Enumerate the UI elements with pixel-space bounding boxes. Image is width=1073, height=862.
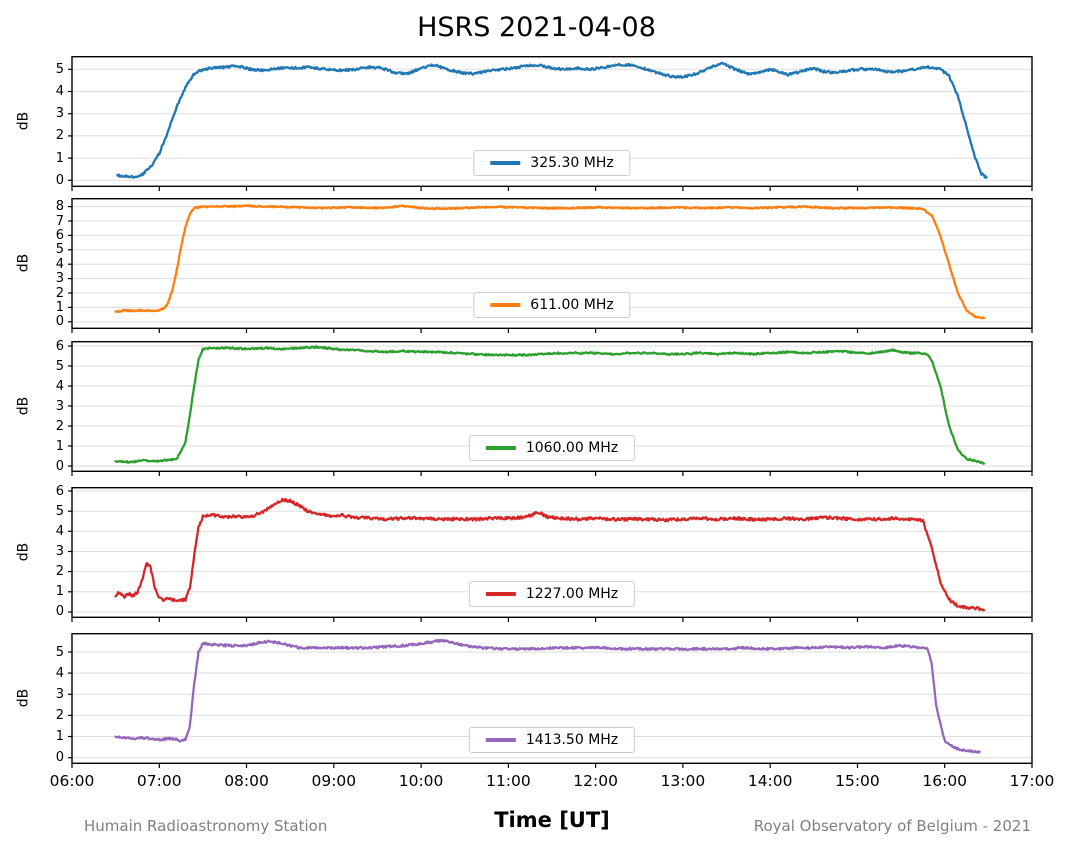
y-tick-label: 1 bbox=[55, 584, 64, 600]
y-tick-label: 3 bbox=[55, 271, 64, 287]
y-axis-label: dB bbox=[15, 253, 32, 272]
subplot-5-plot-area bbox=[68, 632, 1033, 768]
x-tick-label: 07:00 bbox=[136, 772, 182, 790]
x-tick-label: 17:00 bbox=[1009, 772, 1055, 790]
y-tick-label: 6 bbox=[55, 227, 64, 243]
y-axis-label: dB bbox=[15, 542, 32, 561]
y-tick-label: 2 bbox=[55, 128, 64, 144]
y-axis-label: dB bbox=[15, 688, 32, 707]
y-tick-label: 5 bbox=[55, 503, 64, 519]
chart-title: HSRS 2021-04-08 bbox=[417, 12, 656, 43]
legend-box: 611.00 MHz bbox=[473, 292, 631, 318]
legend-label: 611.00 MHz bbox=[530, 297, 614, 313]
y-tick-label: 5 bbox=[55, 61, 64, 77]
series-line-611.00MHz bbox=[114, 204, 986, 320]
subplot-1-plot-area bbox=[68, 55, 1033, 191]
y-tick-label: 3 bbox=[55, 686, 64, 702]
y-tick-label: 2 bbox=[55, 707, 64, 723]
legend-line-swatch bbox=[485, 592, 516, 596]
footer-observatory-credit: Royal Observatory of Belgium - 2021 bbox=[753, 817, 1031, 835]
y-tick-label: 6 bbox=[55, 338, 64, 354]
legend-label: 1413.50 MHz bbox=[525, 732, 619, 748]
y-tick-label: 7 bbox=[55, 213, 64, 229]
subplot-4-plot-area bbox=[68, 486, 1033, 622]
y-tick-label: 0 bbox=[55, 750, 64, 766]
x-tick-label: 08:00 bbox=[224, 772, 269, 790]
legend-line-swatch bbox=[485, 738, 516, 742]
y-tick-label: 2 bbox=[55, 285, 64, 301]
y-tick-label: 4 bbox=[55, 84, 64, 100]
footer-station-name: Humain Radioastronomy Station bbox=[84, 817, 328, 835]
y-tick-label: 0 bbox=[55, 458, 64, 474]
legend-box: 1413.50 MHz bbox=[468, 727, 636, 753]
y-tick-label: 1 bbox=[55, 150, 64, 166]
y-tick-label: 2 bbox=[55, 418, 64, 434]
legend-label: 1060.00 MHz bbox=[525, 440, 619, 456]
y-tick-label: 3 bbox=[55, 398, 64, 414]
x-tick-label: 06:00 bbox=[49, 772, 95, 790]
legend-box: 325.30 MHz bbox=[473, 150, 631, 176]
y-tick-label: 4 bbox=[55, 378, 64, 394]
y-tick-label: 1 bbox=[55, 729, 64, 745]
y-tick-label: 4 bbox=[55, 256, 64, 272]
legend-box: 1227.00 MHz bbox=[468, 581, 636, 607]
y-tick-label: 6 bbox=[55, 483, 64, 499]
y-tick-label: 8 bbox=[55, 199, 64, 215]
y-tick-label: 1 bbox=[55, 438, 64, 454]
series-line-325.30MHz bbox=[116, 61, 988, 179]
legend-label: 1227.00 MHz bbox=[525, 586, 619, 602]
y-tick-label: 4 bbox=[55, 523, 64, 539]
series-line-1227.00MHz bbox=[114, 497, 986, 612]
y-tick-label: 0 bbox=[55, 172, 64, 188]
y-axis-label: dB bbox=[15, 111, 32, 130]
x-tick-label: 14:00 bbox=[747, 772, 793, 790]
y-tick-label: 2 bbox=[55, 564, 64, 580]
series-line-1060.00MHz bbox=[114, 345, 986, 465]
legend-line-swatch bbox=[490, 161, 521, 165]
y-tick-label: 5 bbox=[55, 644, 64, 660]
y-axis-label: dB bbox=[15, 396, 32, 415]
y-tick-label: 1 bbox=[55, 299, 64, 315]
y-tick-label: 5 bbox=[55, 242, 64, 258]
x-tick-label: 16:00 bbox=[922, 772, 968, 790]
x-tick-label: 10:00 bbox=[398, 772, 444, 790]
x-tick-label: 13:00 bbox=[660, 772, 706, 790]
y-tick-label: 0 bbox=[55, 314, 64, 330]
x-axis-label: Time [UT] bbox=[494, 808, 610, 832]
y-tick-label: 3 bbox=[55, 543, 64, 559]
x-tick-label: 15:00 bbox=[835, 772, 880, 790]
y-tick-label: 5 bbox=[55, 358, 64, 374]
y-tick-label: 4 bbox=[55, 665, 64, 681]
x-tick-label: 09:00 bbox=[311, 772, 357, 790]
x-tick-label: 12:00 bbox=[573, 772, 618, 790]
legend-line-swatch bbox=[490, 303, 521, 307]
series-line-1413.50MHz bbox=[114, 638, 981, 754]
legend-label: 325.30 MHz bbox=[530, 155, 614, 171]
legend-line-swatch bbox=[485, 446, 516, 450]
x-tick-label: 11:00 bbox=[486, 772, 531, 790]
y-tick-label: 0 bbox=[55, 604, 64, 620]
y-tick-label: 3 bbox=[55, 106, 64, 122]
legend-box: 1060.00 MHz bbox=[468, 435, 636, 461]
